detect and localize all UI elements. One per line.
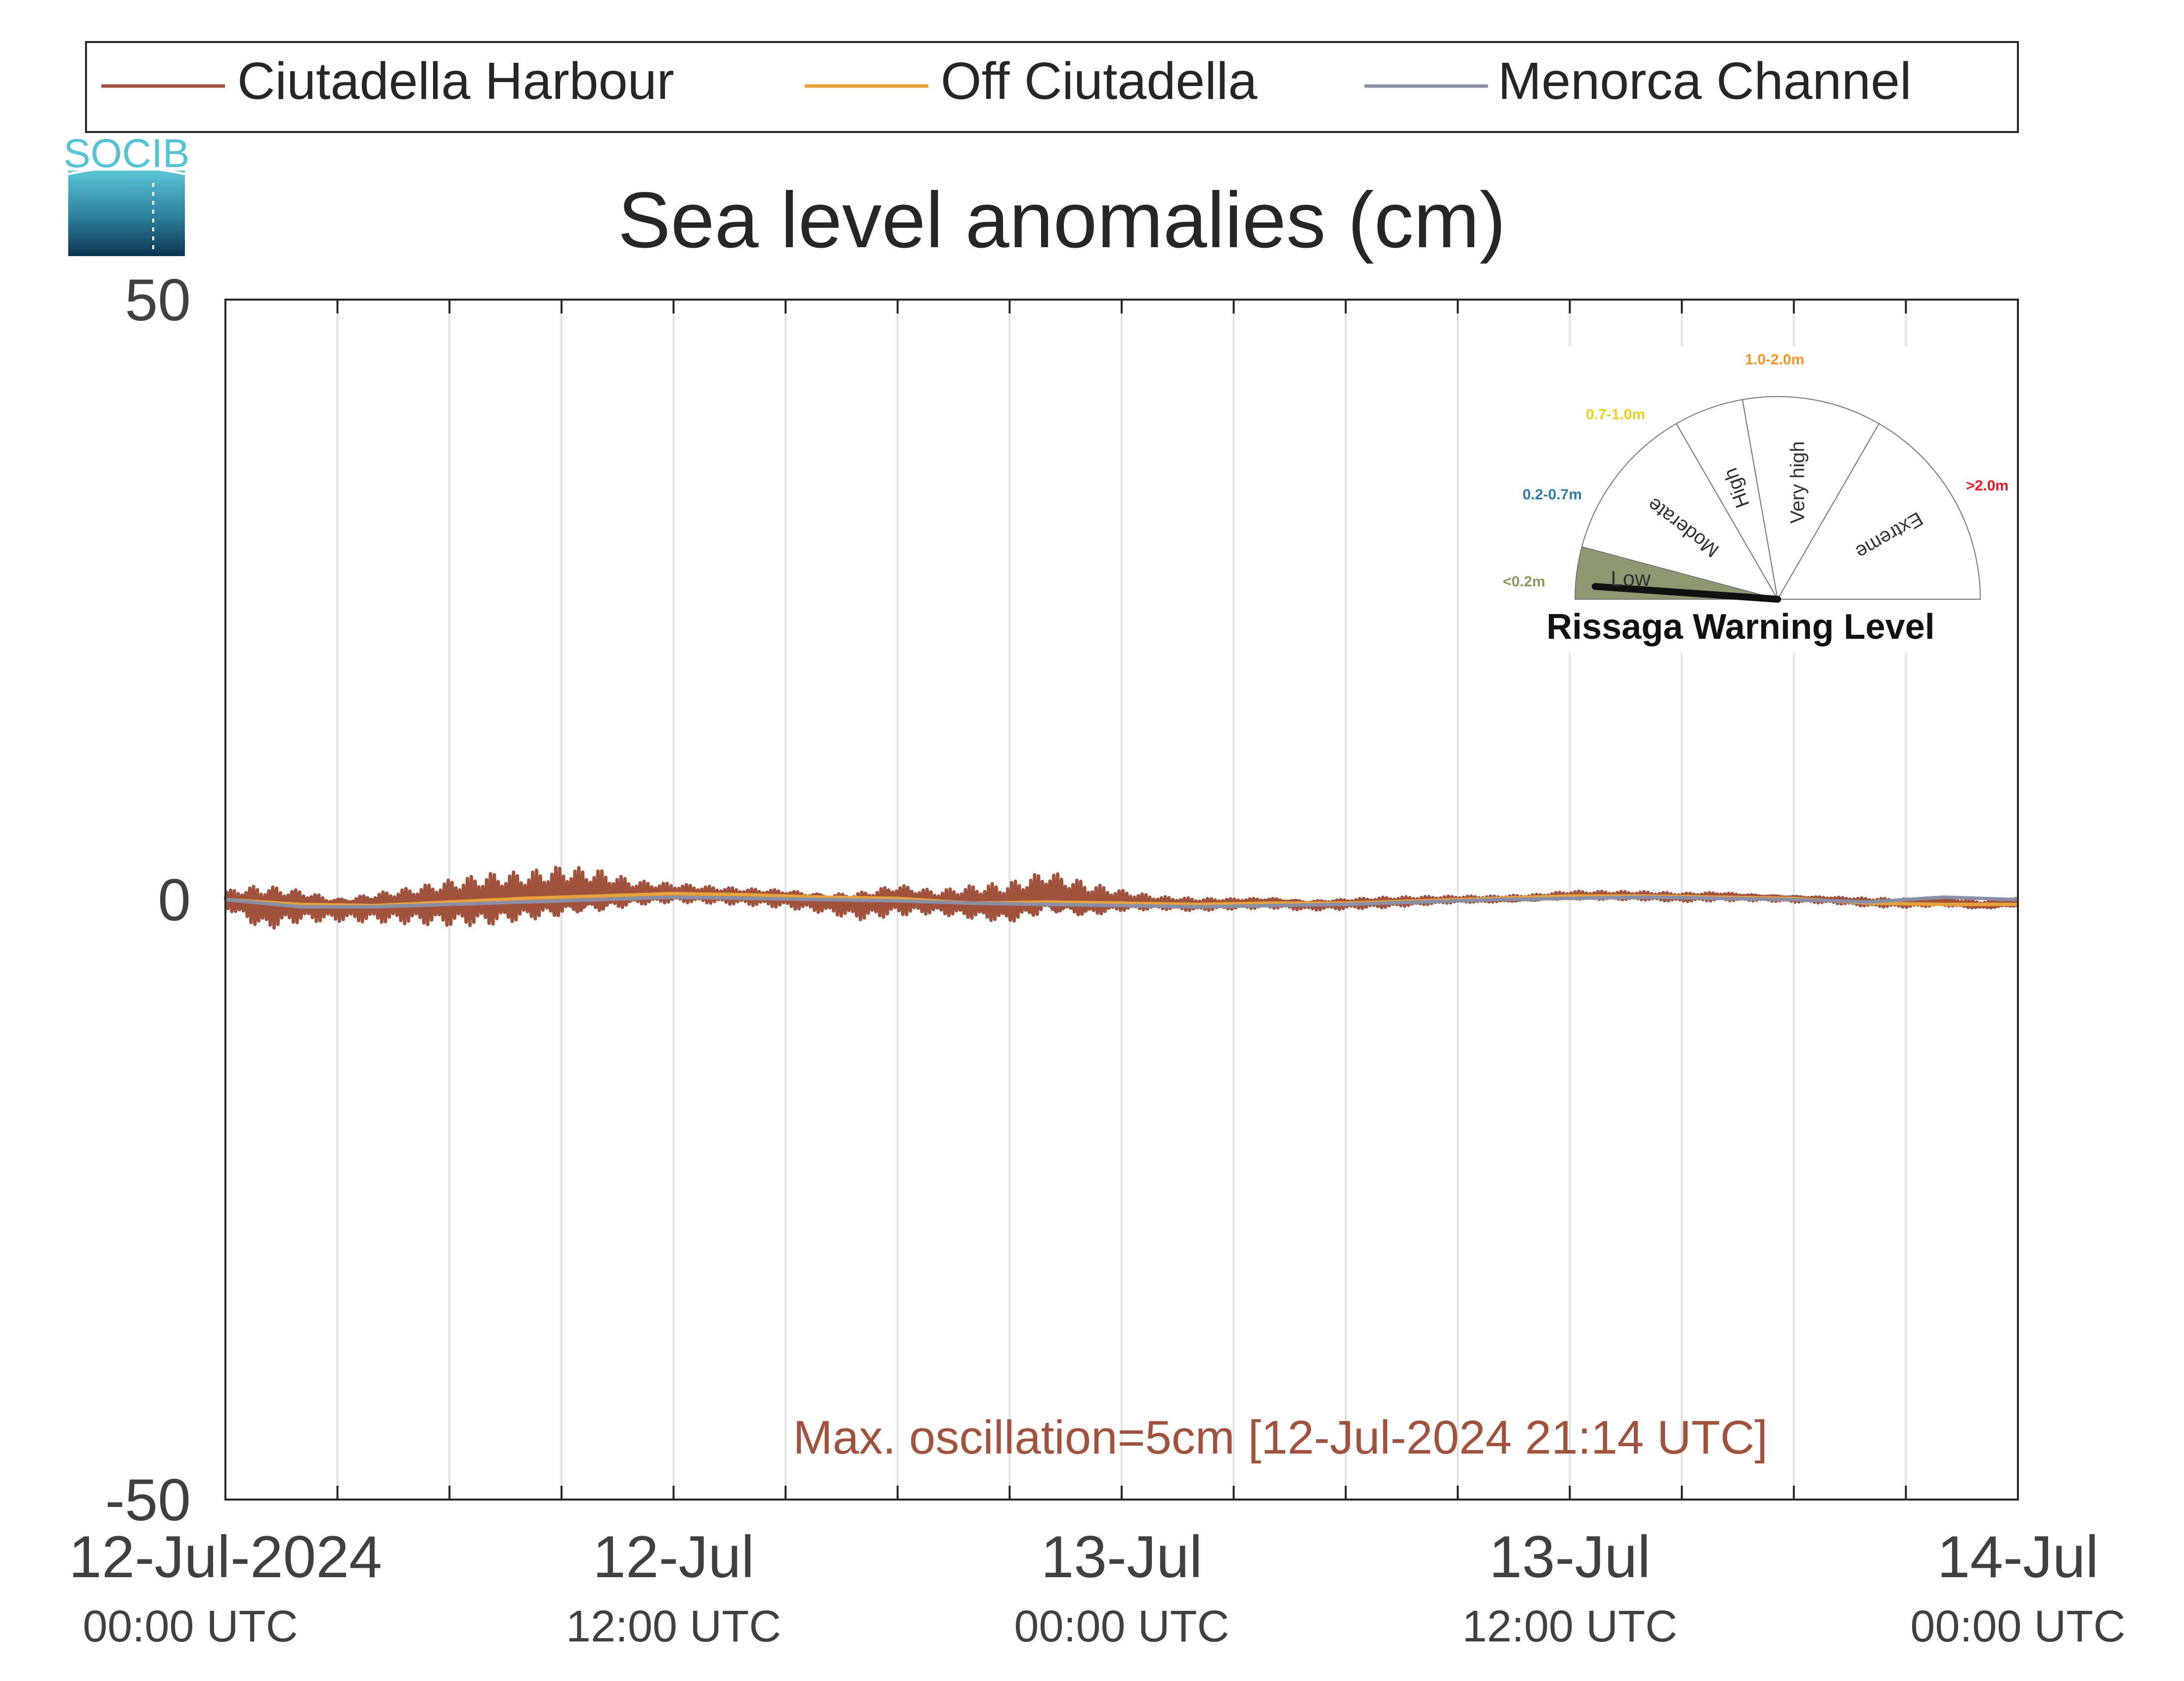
series-layer: [223, 866, 2018, 930]
gauge-range-high: 0.7-1.0m: [1586, 406, 1645, 423]
legend-label: Menorca Channel: [1498, 52, 1912, 110]
x-tick-sublabel: 12:00 UTC: [566, 1602, 781, 1651]
x-tick-label: 13-Jul: [1041, 1524, 1203, 1590]
legend-label: Ciutadella Harbour: [237, 52, 674, 110]
y-tick-label: -50: [105, 1467, 191, 1533]
gauge-wedge: [1581, 423, 1779, 600]
gauge-range-moderate: 0.2-0.7m: [1523, 487, 1582, 503]
gauge-range-very-high: 1.0-2.0m: [1745, 352, 1804, 368]
x-tick-labels: 12-Jul-2024 00:00 UTC 12-Jul 12:00 UTC 1…: [69, 1524, 2125, 1651]
logo-water-block: [68, 171, 185, 256]
gauge-wedges: [1574, 396, 1981, 601]
gauge-wedge: [1777, 423, 1981, 600]
x-tick-sublabel: 12:00 UTC: [1462, 1602, 1677, 1651]
x-tick-label: 12-Jul: [593, 1524, 754, 1590]
gauge-range-low: <0.2m: [1503, 574, 1545, 590]
gauge-segment-label-very-high: Very high: [1787, 441, 1809, 524]
gauge-range-extreme: >2.0m: [1966, 478, 2009, 494]
gauge-wedge: [1742, 396, 1880, 601]
x-tick-label: 14-Jul: [1937, 1524, 2099, 1590]
gauge-needle: [1591, 583, 1781, 603]
legend-label: Off Ciutadella: [941, 52, 1257, 110]
logo-text: SOCIB: [63, 131, 189, 176]
legend: Ciutadella Harbour Off Ciutadella Menorc…: [85, 41, 2019, 133]
legend-item-menorca-channel: Menorca Channel: [1364, 52, 1912, 110]
rissaga-gauge: Low Moderate High Very high Extreme <0.2…: [1490, 346, 2009, 653]
y-tick-label: 0: [158, 867, 191, 933]
x-tick-label: 12-Jul-2024: [69, 1524, 382, 1590]
plot-frame: [224, 299, 2019, 1501]
x-tick-label: 13-Jul: [1489, 1524, 1651, 1590]
socib-logo: SOCIB: [63, 131, 190, 256]
legend-box: [85, 41, 2019, 133]
x-tick-sublabel: 00:00 UTC: [1910, 1602, 2125, 1651]
x-tick-sublabel: 00:00 UTC: [83, 1602, 298, 1651]
gauge-wedge: [1675, 399, 1778, 600]
gauge-title: Rissaga Warning Level: [1546, 607, 1935, 647]
legend-item-off-ciutadella: Off Ciutadella: [805, 52, 1257, 110]
gauge-segment-label-low: Low: [1611, 567, 1651, 591]
chart-title: Sea level anomalies (cm): [618, 176, 1506, 264]
max-oscillation-annotation: Max. oscillation=5cm [12-Jul-2024 21:14 …: [793, 1411, 1768, 1464]
x-tick-marks: [336, 300, 1907, 1500]
x-tick-sublabel: 00:00 UTC: [1014, 1602, 1229, 1651]
legend-item-ciutadella-harbour: Ciutadella Harbour: [101, 52, 674, 110]
y-tick-label: 50: [125, 267, 191, 333]
logo-wave: [68, 166, 185, 176]
series-menorca-channel: [225, 895, 2018, 909]
